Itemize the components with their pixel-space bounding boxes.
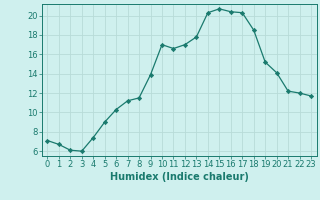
X-axis label: Humidex (Indice chaleur): Humidex (Indice chaleur)	[110, 172, 249, 182]
